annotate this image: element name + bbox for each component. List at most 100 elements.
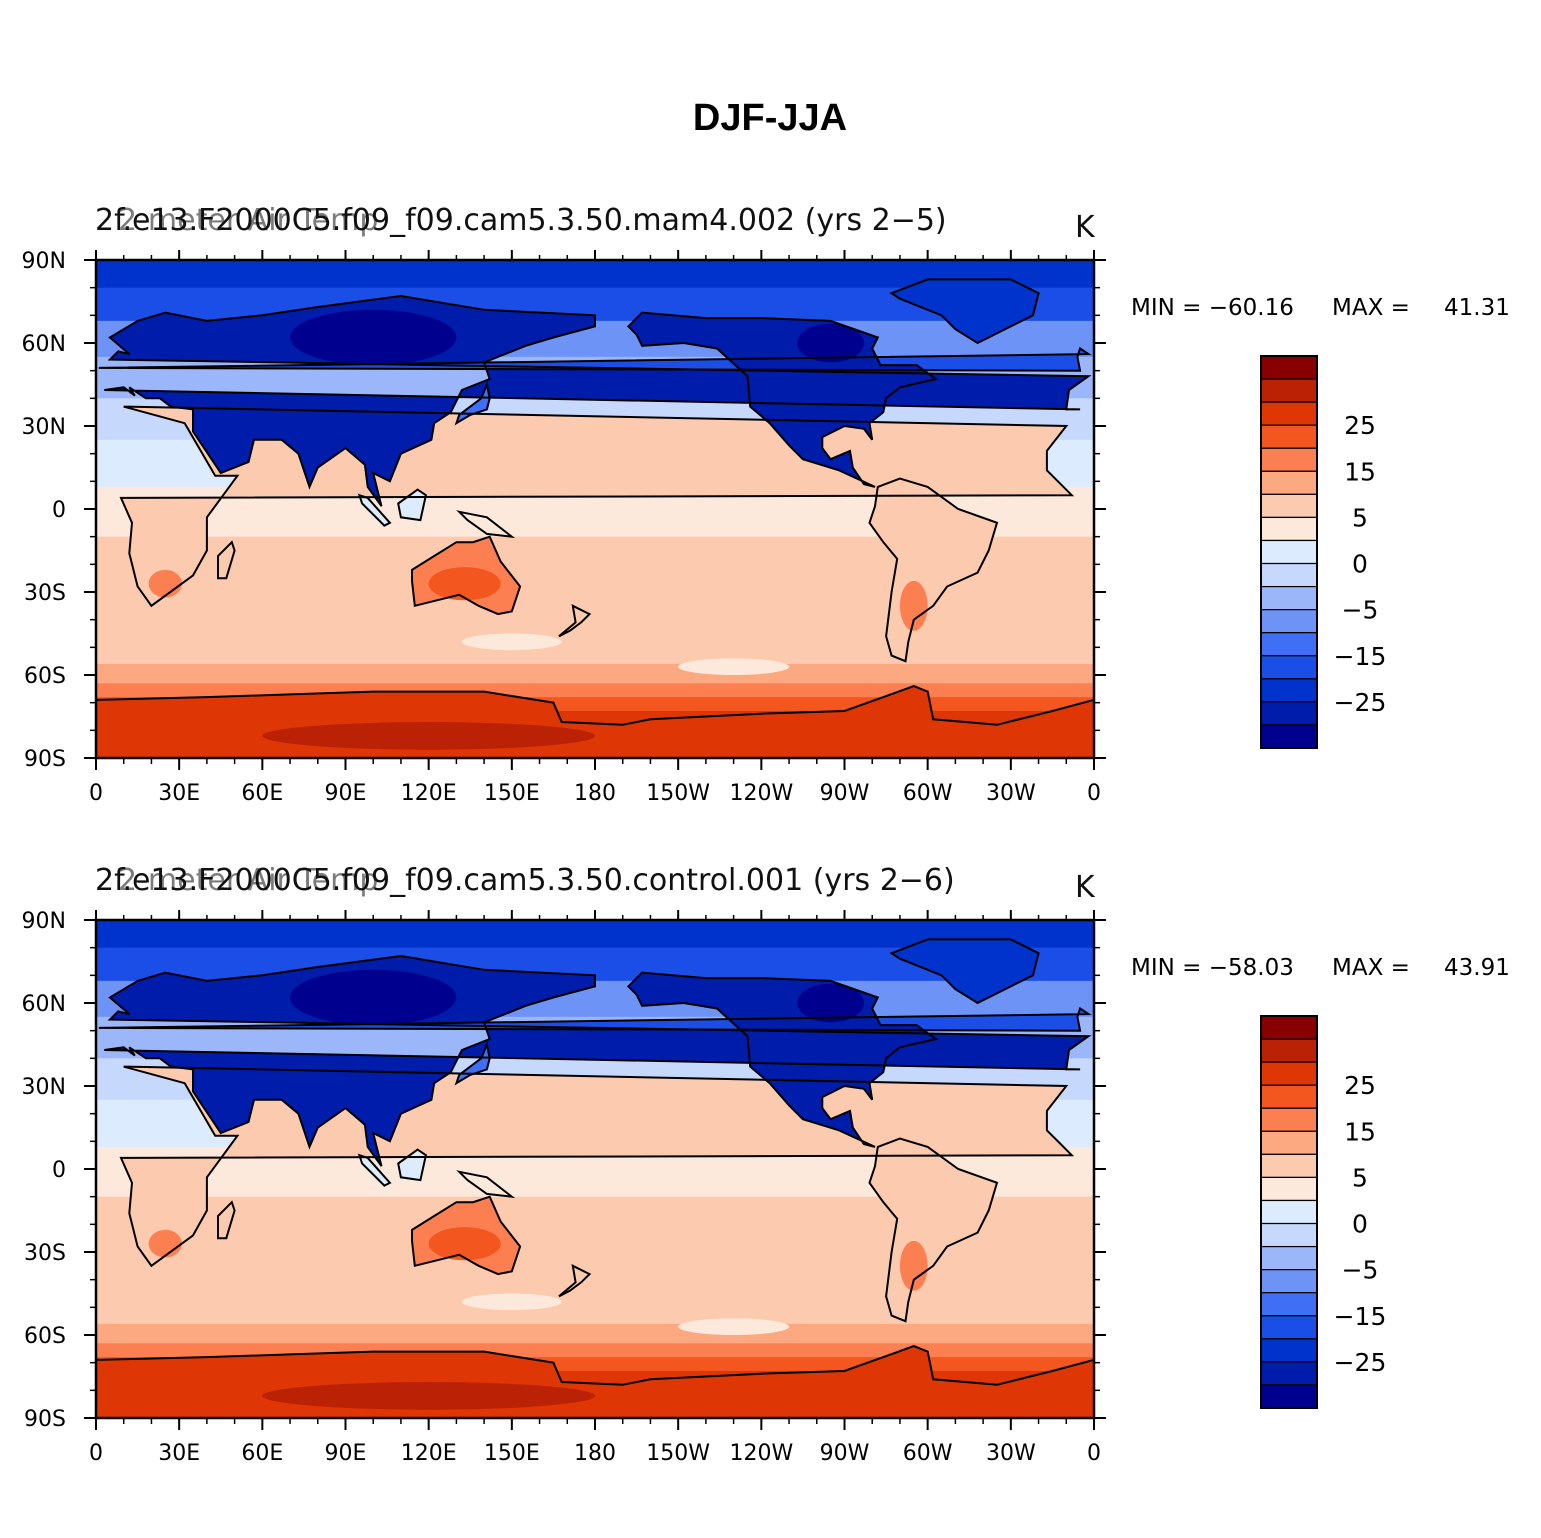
y-tick-label: 60S [24,1324,66,1349]
y-tick-label: 90S [24,747,66,772]
contour-blob [797,983,864,1023]
coastline-namerica [626,971,939,1148]
y-tick-label: 60N [22,332,66,357]
coastline-antarctica [96,685,1094,758]
x-tick-label: 90W [820,1441,870,1466]
coastline-japan [454,1041,491,1086]
x-tick-label: 180 [574,781,616,806]
x-tick-label: 30W [986,781,1036,806]
contour-blob [678,1318,790,1335]
x-tick-label: 0 [89,1441,103,1466]
x-tick-label: 0 [1087,1441,1101,1466]
y-tick-label: 0 [52,498,66,523]
coastline-australia [411,1195,522,1276]
coastline-antarctica [96,1345,1094,1418]
panel-title: 2f.e13.F2000C5.f09_f09.cam5.3.50.mam4.00… [95,203,947,238]
colorbar: 25 15 5 0 −5 −15 −25 [1260,1015,1387,1409]
y-tick-label: 90S [24,1407,66,1432]
contour-blob [461,1293,562,1311]
coastline-greatbritain [98,346,1092,372]
colorbar-swatch [1260,1107,1318,1132]
colorbar-swatch [1260,1061,1318,1086]
map-panel-top: 2f.e13.F2000C5.f09_f09.cam5.3.50.mam4.00… [22,203,1510,806]
colorbar-label: 15 [1344,1117,1376,1146]
contour-blob [899,580,928,631]
contour-blob [797,323,864,363]
colorbar-label: 15 [1344,457,1376,486]
coastline-europe [104,954,1092,1167]
y-tick-label: 60N [22,992,66,1017]
land-fill-madagascar [218,1202,235,1239]
colorbar-label: −25 [1334,688,1387,717]
colorbar-label: 25 [1344,1071,1376,1100]
colorbar-label: 5 [1352,1163,1368,1192]
temperature-field [96,260,1094,758]
units-label: K [1075,870,1096,905]
colorbar-swatch [1260,1338,1318,1363]
units-label: K [1075,210,1096,245]
y-tick-label: 90N [22,909,66,934]
x-tick-label: 90E [325,781,367,806]
colorbar-label: −15 [1334,642,1387,671]
colorbar-swatch [1260,1315,1318,1340]
max-label: MAX = [1332,295,1410,321]
colorbar-label: 0 [1352,550,1368,579]
panel-title: 2f.e13.F2000C5.f09_f09.cam5.3.50.control… [95,863,955,898]
x-tick-label: 120E [401,781,457,806]
colorbar-label: 0 [1352,1210,1368,1239]
colorbar-swatch [1260,1153,1318,1179]
colorbar-swatch [1260,724,1318,749]
coastline-namerica [626,311,939,488]
x-tick-label: 150W [646,781,710,806]
colorbar-label: 5 [1352,503,1368,532]
colorbar-swatch [1260,655,1318,680]
colorbar-frame [1260,355,1318,749]
land-fill-newguinea [459,511,512,537]
min-label: MIN = −60.16 [1131,295,1294,321]
coastline-europe [104,294,1092,507]
contour-band [96,1301,1094,1325]
contour-blob [262,1382,595,1410]
coastline-madagascar [217,1200,236,1240]
coastline-newzealand [558,1264,592,1298]
x-tick-label: 60E [241,781,283,806]
land-fill-newzealand [559,1265,590,1297]
colorbar-swatch [1260,516,1318,542]
coastline-africa [119,405,1075,608]
coastline-madagascar [217,540,236,580]
colorbar-swatch [1260,401,1318,426]
variable-label: 2-meter Air Temp [118,203,378,238]
coastline-greenland [889,938,1040,1005]
x-tick-label: 60W [903,1441,953,1466]
contour-blob [428,567,501,601]
land-fill-namerica [628,312,936,487]
variable-label: 2-meter Air Temp [118,863,378,898]
x-tick-label: 150E [484,1441,540,1466]
contour-blob [678,658,790,675]
contour-band [96,1323,1094,1344]
colorbar-swatch [1260,378,1318,403]
colorbar-swatch [1260,632,1318,657]
colorbar-swatch [1260,585,1318,611]
land-fill-sumatra [359,495,390,526]
map-panel-bottom: 2f.e13.F2000C5.f09_f09.cam5.3.50.control… [22,863,1510,1466]
coastline-sumatra [357,1153,392,1187]
coastline-samerica [868,477,999,663]
colorbar-swatch [1260,470,1318,495]
colorbar-swatch [1260,539,1318,565]
colorbar-swatch [1260,562,1318,588]
x-tick-label: 30E [158,1441,200,1466]
x-tick-label: 150W [646,1441,710,1466]
y-tick-label: 30N [22,415,66,440]
colorbar-swatch [1260,1222,1318,1248]
coastline-borneo [397,488,428,522]
colorbar-label: −25 [1334,1348,1387,1377]
contour-blob [290,309,457,366]
colorbar-swatch [1260,1176,1318,1202]
colorbar-swatch [1260,678,1318,703]
y-tick-label: 30S [24,1241,66,1266]
land-fill-sumatra [359,1155,390,1186]
figure-title: DJF-JJA [693,97,847,139]
x-tick-label: 150E [484,781,540,806]
